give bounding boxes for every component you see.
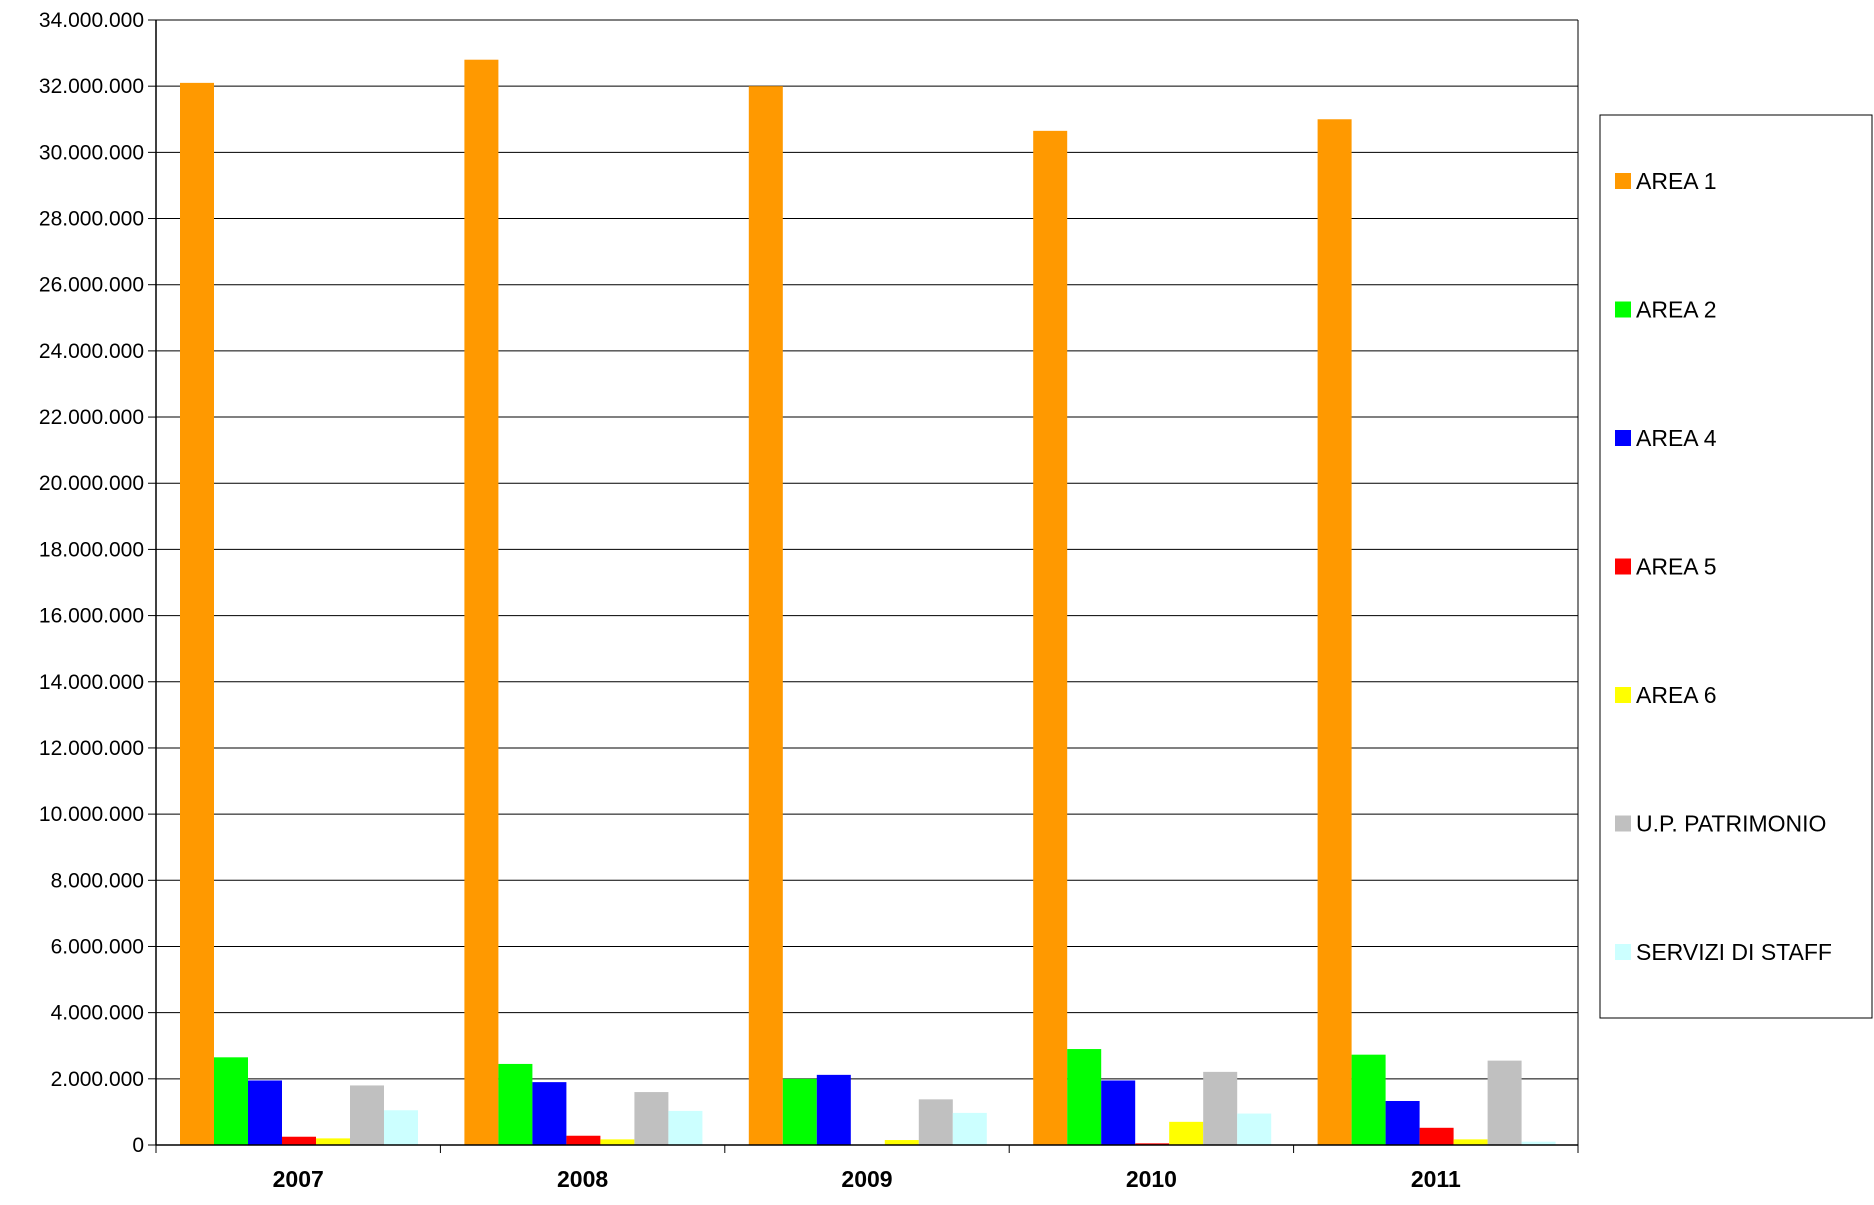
y-tick-label: 18.000.000 [39,538,144,561]
y-tick-label: 6.000.000 [51,935,144,958]
legend-label: AREA 2 [1636,297,1717,323]
bar [1237,1113,1272,1145]
legend-swatch [1615,301,1631,318]
y-tick-label: 28.000.000 [39,208,144,231]
x-tick-label: 2007 [273,1166,324,1192]
y-tick-label: 32.000.000 [39,75,144,98]
y-tick-label: 10.000.000 [39,803,144,826]
x-tick-label: 2011 [1411,1166,1461,1192]
y-tick-label: 12.000.000 [39,737,144,760]
bar [1067,1049,1102,1145]
legend-label: AREA 1 [1636,168,1717,194]
x-tick-label: 2010 [1126,1166,1177,1192]
bar [816,1074,851,1145]
legend-label: AREA 6 [1636,682,1717,708]
bar [1135,1143,1170,1145]
bar [464,59,499,1145]
bar [1101,1080,1136,1145]
bar [952,1112,987,1145]
bar [1033,130,1068,1145]
bar [1169,1121,1204,1145]
y-tick-label: 24.000.000 [39,340,144,363]
legend-swatch [1615,173,1631,189]
bar [384,1110,418,1145]
legend-label: AREA 4 [1636,425,1717,451]
bar [668,1110,703,1145]
bar [180,82,214,1145]
bar [1453,1139,1488,1145]
bar [1487,1060,1522,1145]
bar [634,1092,669,1145]
axes: 0 2.000.000 4.000.000 6.000.000 8.000.000 10.… [39,9,1579,1192]
legend-box [1599,114,1873,1019]
y-tick-label: 20.000.000 [39,472,144,495]
x-tick-label: 2008 [557,1166,608,1192]
y-tick-label: 16.000.000 [39,605,144,628]
gridlines [156,19,1578,1080]
bar [600,1139,635,1145]
bar [350,1085,384,1145]
y-tick-label: 0 [132,1134,144,1157]
bar [748,86,783,1145]
legend: AREA 1 AREA 2 AREA 4 AREA 5 AREA 6 U.P. PATRI… [1599,114,1873,1019]
y-tick-label: 4.000.000 [51,1002,144,1025]
legend-swatch [1615,687,1631,703]
bar [316,1138,350,1145]
legend-label: AREA 5 [1636,554,1717,580]
y-tick-label: 14.000.000 [39,671,144,694]
bars [180,59,1556,1146]
bar [1317,119,1352,1146]
legend-swatch [1615,430,1631,446]
bar [248,1080,282,1145]
y-tick-label: 2.000.000 [51,1068,144,1091]
bar [282,1136,316,1145]
bar [532,1082,567,1145]
bar [1419,1127,1454,1145]
bar [884,1140,919,1145]
legend-label: U.P. PATRIMONIO [1636,811,1826,837]
bar [498,1063,533,1145]
x-tick-label: 2009 [841,1166,892,1192]
legend-swatch [1615,815,1631,832]
legend-swatch [1615,944,1631,960]
bar [918,1099,953,1145]
bar [566,1135,601,1145]
y-tick-label: 22.000.000 [39,406,144,429]
y-tick-label: 8.000.000 [51,869,144,892]
legend-label: SERVIZI DI STAFF [1636,939,1832,965]
bar [782,1078,817,1145]
y-tick-label: 30.000.000 [39,141,144,164]
bar [1351,1054,1386,1145]
y-tick-label: 34.000.000 [39,9,144,32]
bar [1385,1100,1420,1145]
legend-swatch [1615,558,1631,575]
bar [1203,1071,1238,1145]
bar [214,1057,248,1145]
y-tick-label: 26.000.000 [39,274,144,297]
bar [1521,1141,1556,1145]
